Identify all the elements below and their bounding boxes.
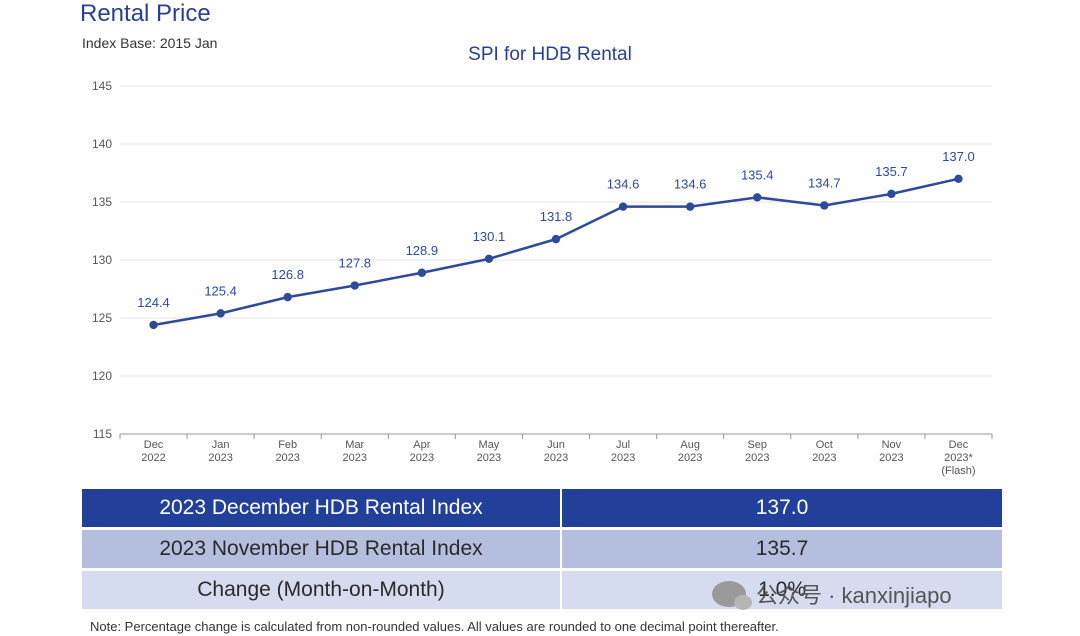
y-tick-label: 125 — [92, 311, 112, 325]
data-point — [149, 320, 158, 330]
x-tick-label: Dec 2023* (Flash) — [941, 439, 975, 477]
x-tick-label: Jan 2023 — [208, 439, 232, 464]
x-tick-label: Aug 2023 — [678, 439, 702, 464]
x-tick-label: Mar 2023 — [343, 439, 367, 464]
y-tick-label: 135 — [92, 195, 112, 209]
chart-title: SPI for HDB Rental — [468, 44, 632, 65]
x-tick-label: Jun 2023 — [544, 439, 568, 464]
data-point — [887, 189, 896, 199]
footnote: Note: Percentage change is calculated fr… — [90, 619, 779, 634]
x-tick-label: Jul 2023 — [611, 439, 635, 464]
table-row-value: 1.0% — [562, 571, 1002, 609]
x-tick-label: Oct 2023 — [812, 439, 836, 464]
data-label: 126.8 — [271, 267, 304, 282]
page-title: Rental Price — [80, 0, 211, 27]
data-point — [283, 292, 292, 302]
data-point — [417, 268, 427, 277]
data-point — [685, 202, 695, 211]
data-point — [350, 281, 359, 290]
line-chart: SPI for HDB Rental 115 120 125 130 135 140 145… — [92, 44, 993, 477]
table-row-label: Change (Month-on-Month) — [82, 571, 560, 609]
data-label: 131.8 — [540, 209, 573, 224]
x-tick-label: Nov 2023 — [879, 439, 903, 464]
watermark-text: 公众号 · kanxinjiapo — [756, 583, 952, 608]
y-tick-label: 130 — [92, 253, 112, 267]
data-label: 134.6 — [674, 177, 707, 192]
data-label: 135.7 — [875, 164, 908, 179]
rental-index-table: 2023 December HDB Rental Index 137.0 202… — [82, 489, 1002, 612]
data-point — [618, 202, 628, 211]
data-point — [216, 309, 225, 318]
table-row: Change (Month-on-Month) 1.0% — [82, 571, 1002, 609]
data-label: 137.0 — [942, 149, 975, 164]
x-tick-label: Sep 2023 — [745, 439, 769, 464]
table-row: 2023 November HDB Rental Index 135.7 — [82, 530, 1002, 568]
data-point — [954, 174, 963, 183]
data-label: 127.8 — [338, 256, 371, 271]
watermark: 公众号 · kanxinjiapo — [712, 578, 952, 610]
x-tick-label: Dec 2022 — [141, 439, 165, 464]
data-point — [484, 254, 494, 264]
table-row: 2023 December HDB Rental Index 137.0 — [82, 489, 1002, 527]
data-label: 128.9 — [406, 243, 439, 258]
data-label: 134.6 — [607, 177, 640, 192]
data-label: 134.7 — [808, 175, 841, 190]
y-tick-label: 120 — [92, 369, 112, 383]
table-row-label: 2023 November HDB Rental Index — [82, 530, 560, 568]
y-tick-label: 140 — [92, 137, 112, 151]
data-label: 130.1 — [473, 229, 506, 244]
series-line — [153, 177, 959, 327]
data-point — [820, 201, 829, 210]
y-tick-label: 145 — [92, 79, 112, 93]
data-label: 124.4 — [137, 295, 170, 310]
table-row-label: 2023 December HDB Rental Index — [82, 489, 560, 527]
y-tick-label: 115 — [93, 427, 112, 441]
table-row-value: 137.0 — [562, 489, 1002, 527]
x-tick-label: May 2023 — [477, 439, 501, 464]
data-label: 125.4 — [204, 283, 237, 298]
data-point — [551, 234, 561, 244]
x-tick-label: Feb 2023 — [275, 439, 299, 464]
data-label: 135.4 — [741, 167, 774, 182]
table-row-value: 135.7 — [562, 530, 1002, 568]
wechat-icon — [712, 581, 752, 610]
x-tick-label: Apr 2023 — [410, 439, 434, 464]
data-point — [753, 193, 762, 202]
index-base-label: Index Base: 2015 Jan — [82, 35, 218, 51]
